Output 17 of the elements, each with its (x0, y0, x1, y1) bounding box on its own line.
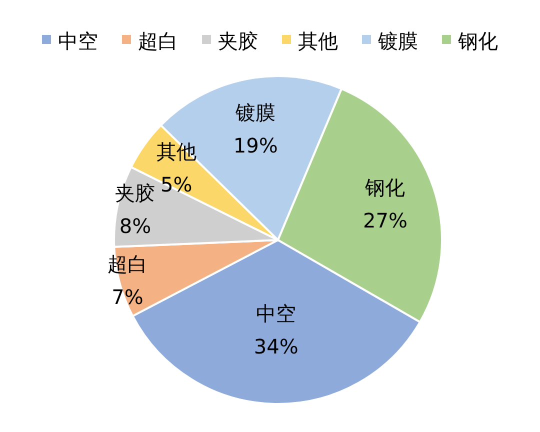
slice-label: 超白 (108, 252, 148, 276)
slice-label: 镀膜 (234, 100, 276, 125)
slice-label: 钢化 (364, 175, 406, 200)
legend-label: 夹胶 (218, 29, 258, 53)
legend-label: 镀膜 (377, 29, 418, 53)
data-label: 27% (363, 208, 408, 232)
slice-label: 夹胶 (115, 181, 156, 206)
data-label: 5% (160, 172, 192, 196)
legend-label: 超白 (138, 29, 178, 53)
data-label: 8% (119, 214, 152, 238)
legend-label: 中空 (58, 29, 98, 53)
data-label: 34% (254, 334, 298, 359)
data-label: 7% (112, 284, 144, 309)
data-label: 19% (233, 134, 278, 158)
legend-label: 其他 (298, 29, 338, 53)
slice-label: 中空 (256, 302, 296, 326)
legend-label: 钢化 (457, 29, 498, 53)
